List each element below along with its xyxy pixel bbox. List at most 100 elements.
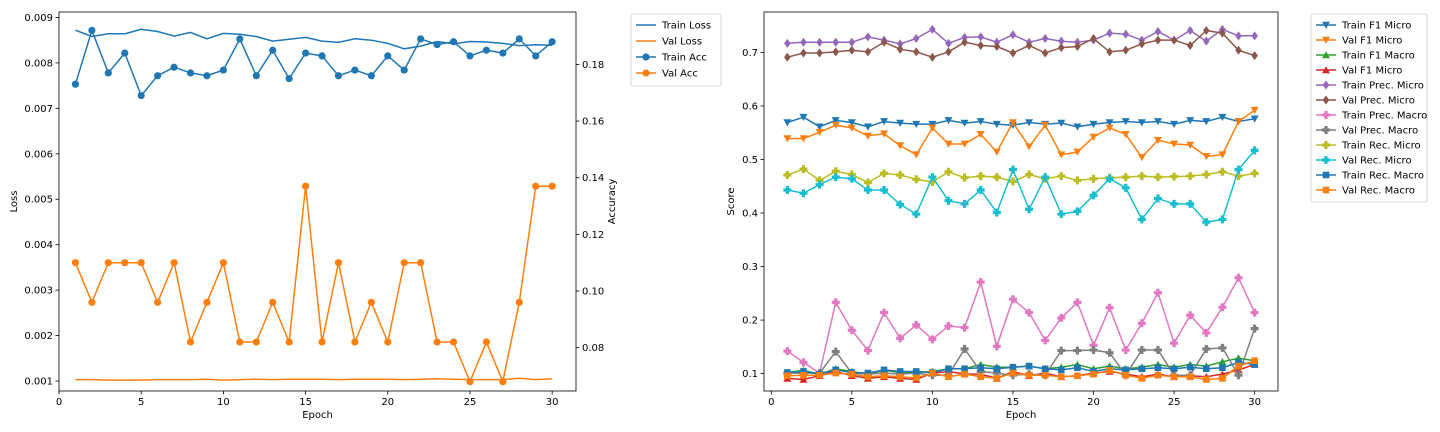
data-point [1009, 30, 1017, 40]
data-point [1218, 215, 1227, 224]
data-point [449, 338, 458, 346]
legend-label: Val Prec. Macro [1342, 126, 1418, 137]
data-point [864, 369, 872, 377]
data-point [1186, 25, 1194, 35]
data-point [1121, 118, 1130, 126]
data-point [944, 167, 953, 176]
y-tick-label: 0.2 [742, 316, 758, 327]
data-point [1234, 172, 1243, 181]
legend-marker [642, 53, 650, 61]
data-point [1186, 373, 1194, 381]
legend-marker [1322, 36, 1330, 44]
legend-marker [642, 69, 650, 77]
data-point [301, 182, 310, 190]
data-point [863, 178, 872, 187]
data-point [1186, 363, 1194, 371]
data-point [831, 298, 840, 307]
data-point [351, 338, 359, 346]
data-point [848, 370, 856, 378]
y-axis-label: Loss [9, 191, 20, 213]
series-line [787, 168, 1255, 184]
x-tick-label: 15 [1007, 397, 1020, 408]
data-point [1170, 140, 1179, 148]
data-point [847, 170, 856, 179]
data-point [800, 37, 807, 47]
data-point [960, 173, 969, 182]
series-line [787, 361, 1255, 375]
data-point [831, 117, 840, 125]
data-point [285, 338, 293, 346]
data-point [1041, 33, 1049, 43]
data-point [815, 128, 824, 136]
data-point [1121, 183, 1130, 192]
y-tick-label: 0.001 [24, 377, 53, 388]
data-point [482, 46, 491, 54]
data-point [784, 38, 791, 48]
legend-label: Val F1 Micro [1342, 36, 1402, 47]
data-point [1250, 106, 1259, 115]
data-point [532, 182, 540, 190]
data-point [928, 120, 937, 128]
data-point [961, 32, 968, 42]
data-point [1235, 45, 1242, 55]
data-point [880, 185, 889, 194]
data-point [1138, 365, 1146, 373]
data-point [121, 259, 129, 267]
x-tick-label: 30 [1248, 397, 1261, 408]
data-point [1153, 136, 1162, 145]
data-point [976, 367, 985, 376]
data-point [1105, 174, 1114, 183]
data-point [1025, 119, 1034, 127]
data-point [1186, 311, 1195, 320]
data-point [993, 42, 1001, 52]
data-point [1219, 364, 1226, 372]
data-point [1090, 33, 1097, 43]
data-point [1250, 169, 1259, 178]
data-point [1153, 346, 1162, 355]
data-point [864, 373, 872, 381]
data-point [1250, 324, 1259, 333]
data-point [1121, 131, 1130, 139]
data-point [1137, 154, 1146, 162]
series-val-rec-macro [784, 357, 1258, 383]
data-point [912, 120, 921, 128]
data-point [1089, 174, 1098, 183]
data-point [515, 298, 523, 306]
data-point [912, 33, 920, 43]
data-point [1250, 308, 1259, 317]
data-point [1089, 341, 1098, 350]
y-tick-label: 0.3 [742, 262, 758, 273]
data-point [1219, 28, 1226, 38]
data-point [1186, 172, 1195, 181]
data-point [1009, 363, 1017, 371]
data-point [1025, 371, 1033, 379]
series-train-acc [71, 26, 556, 100]
data-point [929, 369, 936, 377]
series-train-loss [75, 28, 553, 50]
series-line [787, 28, 1255, 45]
data-point [960, 199, 969, 208]
data-point [992, 120, 1001, 128]
data-point [848, 37, 856, 47]
data-point [334, 72, 343, 80]
data-point [1186, 141, 1195, 149]
data-point [832, 37, 840, 47]
data-point [1057, 346, 1066, 355]
data-point [1073, 148, 1082, 156]
data-point [1218, 151, 1227, 159]
data-point [367, 298, 375, 306]
data-point [831, 167, 840, 176]
data-point [1218, 167, 1227, 176]
data-point [847, 326, 856, 335]
data-point [1057, 366, 1065, 374]
legend-label: Train F1 Macro [1341, 51, 1415, 62]
series-line [787, 149, 1256, 223]
data-point [203, 298, 211, 306]
data-point [1154, 27, 1162, 37]
data-point [1170, 365, 1178, 373]
data-point [1008, 177, 1017, 186]
y-tick-label: 0.005 [24, 195, 53, 206]
legend-marker [1322, 156, 1330, 164]
data-point [1025, 170, 1034, 179]
data-point [863, 185, 872, 194]
